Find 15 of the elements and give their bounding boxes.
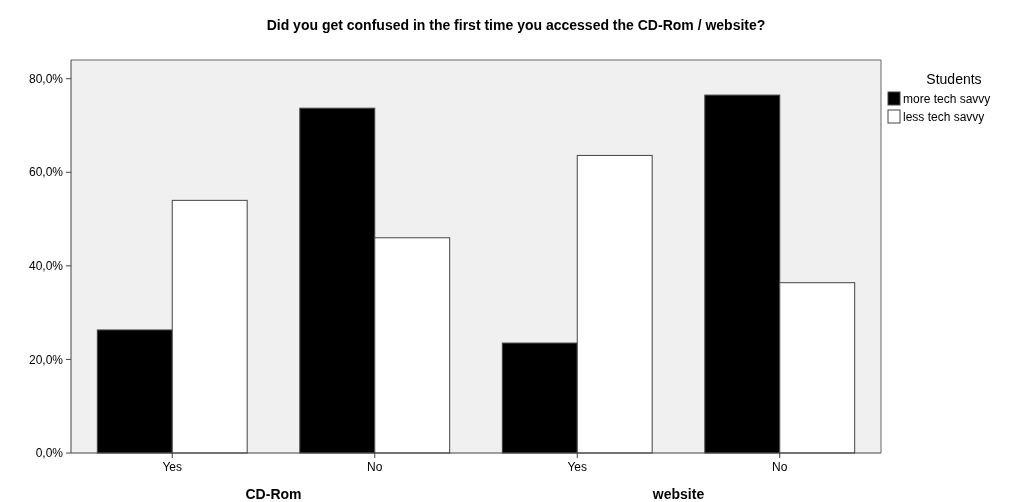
x-tick-label: Yes: [567, 460, 588, 474]
legend-title: Students: [926, 71, 982, 87]
x-tick-label: No: [772, 460, 788, 474]
x-tick-label: Yes: [162, 460, 183, 474]
legend-label: less tech savvy: [903, 110, 985, 124]
x-axis-title: website: [651, 486, 705, 502]
y-tick-label: 0,0%: [35, 446, 64, 461]
y-tick-label: 40,0%: [28, 259, 64, 274]
x-tick-label: No: [367, 460, 383, 474]
y-tick-label: 60,0%: [28, 165, 64, 180]
x-axis-title: CD-Rom: [245, 486, 302, 502]
text: Did you get confused in the first time you accessed the CD-Rom / website?: [266, 17, 766, 33]
legend-label: more tech savvy: [903, 92, 991, 106]
y-tick-label: 80,0%: [28, 71, 64, 86]
y-tick-label: 20,0%: [28, 352, 64, 367]
